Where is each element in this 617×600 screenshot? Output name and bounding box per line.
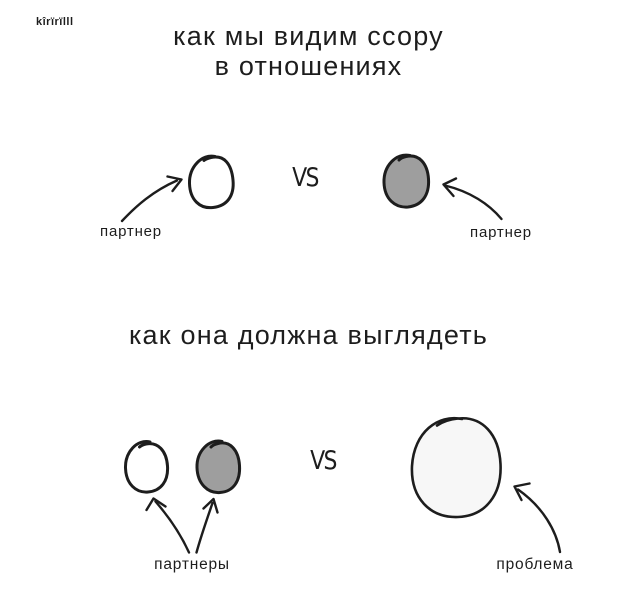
problem-circle-icon — [410, 416, 502, 519]
arrow-to-gray-partner-icon — [195, 497, 219, 554]
arrow-to-problem-icon — [513, 482, 562, 554]
label-partner-right: партнер — [470, 224, 532, 241]
arrow-to-left-partner-icon — [120, 175, 183, 223]
top-title-line2: в отношениях — [214, 51, 403, 81]
partner-circle-white-icon — [187, 154, 235, 210]
vs-label-top: VS — [291, 163, 319, 194]
top-title-line1: как мы видим ссору — [173, 21, 444, 51]
partners-circle-gray-icon — [195, 439, 242, 495]
arrow-to-white-partner-icon — [145, 497, 191, 554]
partner-circle-gray-icon — [382, 153, 431, 209]
vs-label-bottom: VS — [309, 446, 337, 477]
label-problem: проблема — [496, 556, 574, 573]
top-title: как мы видим ссору в отношениях — [0, 21, 617, 81]
label-partners: партнеры — [154, 556, 230, 573]
watermark: kîrïrïlll — [36, 16, 74, 28]
second-title: как она должна выглядеть — [128, 320, 489, 350]
arrow-to-right-partner-icon — [442, 177, 503, 221]
partners-circle-white-icon — [123, 440, 170, 494]
label-partner-left: партнер — [100, 223, 162, 240]
